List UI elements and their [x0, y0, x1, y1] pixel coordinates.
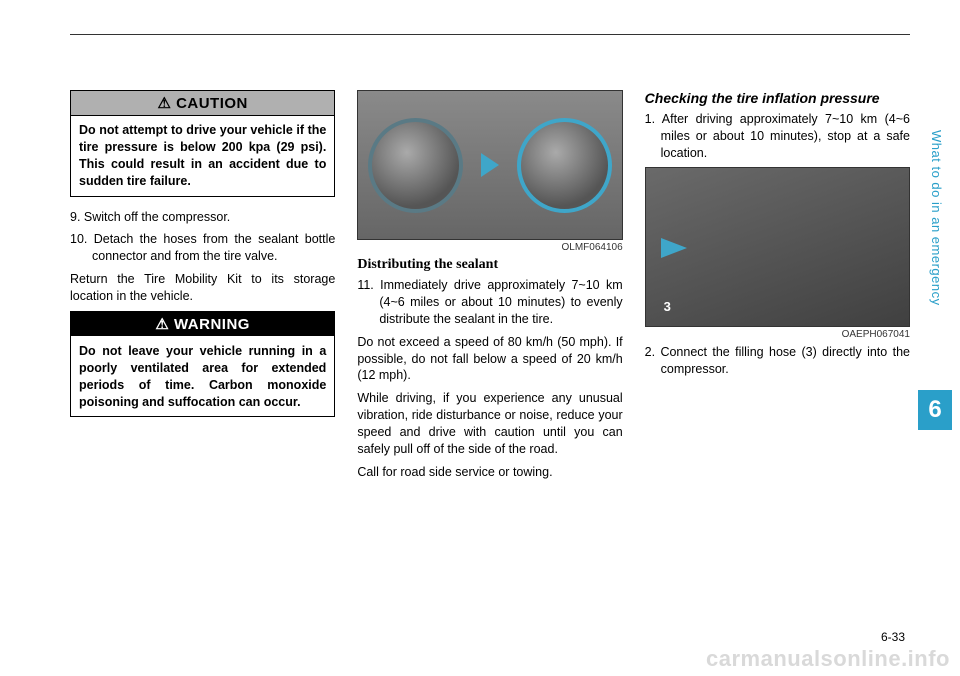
step-9: 9. Switch off the compressor. — [70, 209, 335, 226]
figure-sealant-gauges — [357, 90, 622, 240]
arrow-right-icon — [481, 153, 499, 177]
heading-checking-pressure: Checking the tire inflation pressure — [645, 90, 910, 107]
watermark: carmanualsonline.info — [706, 646, 950, 672]
chapter-badge: 6 — [918, 390, 952, 430]
caution-title: CAUTION — [176, 95, 248, 112]
step-10: 10. Detach the hoses from the sealant bo… — [70, 231, 335, 265]
figure-code-1: OLMF064106 — [357, 242, 622, 253]
page-number: 6-33 — [881, 630, 905, 644]
speed-limit-text: Do not exceed a speed of 80 km/h (50 mph… — [357, 334, 622, 385]
warning-icon: ⚠ — [157, 94, 171, 112]
gauge-after — [517, 118, 612, 213]
caution-header: ⚠ CAUTION — [71, 91, 334, 116]
step-11: 11. Immediately drive approximately 7~10… — [357, 277, 622, 328]
figure-compressor: 3 — [645, 167, 910, 327]
caution-body: Do not attempt to drive your vehicle if … — [71, 116, 334, 196]
warning-icon: ⚠ — [155, 315, 169, 333]
caution-box: ⚠ CAUTION Do not attempt to drive your v… — [70, 90, 335, 197]
content-columns: ⚠ CAUTION Do not attempt to drive your v… — [70, 90, 910, 487]
warning-body: Do not leave your vehicle running in a p… — [71, 337, 334, 417]
figure-code-2: OAEPH067041 — [645, 329, 910, 340]
warning-box: ⚠ WARNING Do not leave your vehicle runn… — [70, 311, 335, 418]
gauge-before — [368, 118, 463, 213]
warning-title: WARNING — [174, 316, 250, 333]
top-rule — [70, 34, 910, 35]
callout-3: 3 — [664, 299, 671, 314]
return-text: Return the Tire Mobility Kit to its stor… — [70, 271, 335, 305]
step-1-check: 1. After driving approximately 7~10 km (… — [645, 111, 910, 162]
roadside-text: Call for road side service or towing. — [357, 464, 622, 481]
vibration-text: While driving, if you experience any unu… — [357, 390, 622, 458]
arrow-right-icon — [661, 238, 687, 258]
warning-header: ⚠ WARNING — [71, 312, 334, 337]
subhead-distributing: Distributing the sealant — [357, 257, 622, 273]
step-2-check: 2. Connect the filling hose (3) directly… — [645, 344, 910, 378]
column-2: OLMF064106 Distributing the sealant 11. … — [357, 90, 622, 487]
side-tab-label: What to do in an emergency — [929, 130, 944, 306]
column-1: ⚠ CAUTION Do not attempt to drive your v… — [70, 90, 335, 487]
column-3: Checking the tire inflation pressure 1. … — [645, 90, 910, 487]
manual-page: ⚠ CAUTION Do not attempt to drive your v… — [0, 0, 960, 676]
